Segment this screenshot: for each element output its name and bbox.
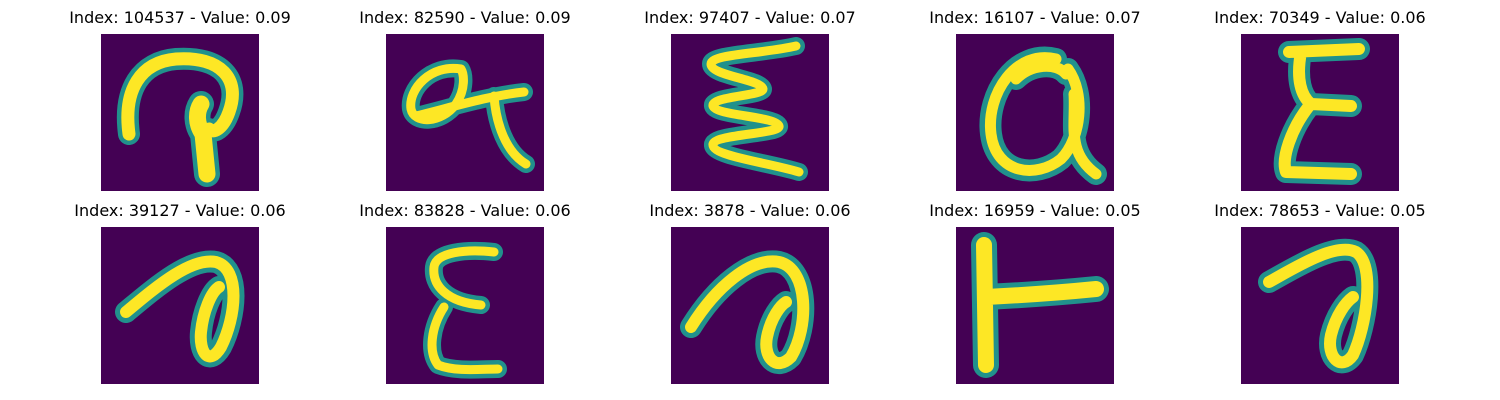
panel-title: Index: 104537 - Value: 0.09 xyxy=(69,8,291,27)
panel-6: Index: 39127 - Value: 0.06 xyxy=(35,201,325,391)
panel-title: Index: 16107 - Value: 0.07 xyxy=(929,8,1141,27)
panel-title: Index: 78653 - Value: 0.05 xyxy=(1214,201,1426,220)
handwritten-glyph-image xyxy=(101,34,259,191)
panel-title: Index: 39127 - Value: 0.06 xyxy=(74,201,286,220)
handwritten-glyph-image xyxy=(386,227,544,384)
panel-title: Index: 83828 - Value: 0.06 xyxy=(359,201,571,220)
panel-5: Index: 70349 - Value: 0.06 xyxy=(1175,8,1465,198)
handwritten-glyph-image xyxy=(1241,227,1399,384)
panel-10: Index: 78653 - Value: 0.05 xyxy=(1175,201,1465,391)
handwritten-glyph-image xyxy=(1241,34,1399,191)
panel-8: Index: 3878 - Value: 0.06 xyxy=(605,201,895,391)
panel-title: Index: 3878 - Value: 0.06 xyxy=(649,201,851,220)
handwritten-glyph-image xyxy=(956,227,1114,384)
panel-title: Index: 82590 - Value: 0.09 xyxy=(359,8,571,27)
panel-3: Index: 97407 - Value: 0.07 xyxy=(605,8,895,198)
handwritten-glyph-image xyxy=(101,227,259,384)
panel-title: Index: 70349 - Value: 0.06 xyxy=(1214,8,1426,27)
panel-title: Index: 97407 - Value: 0.07 xyxy=(644,8,856,27)
panel-title: Index: 16959 - Value: 0.05 xyxy=(929,201,1141,220)
panel-1: Index: 104537 - Value: 0.09 xyxy=(35,8,325,198)
panel-4: Index: 16107 - Value: 0.07 xyxy=(890,8,1180,198)
handwritten-glyph-image xyxy=(956,34,1114,191)
handwritten-glyph-image xyxy=(671,34,829,191)
panel-2: Index: 82590 - Value: 0.09 xyxy=(320,8,610,198)
panel-7: Index: 83828 - Value: 0.06 xyxy=(320,201,610,391)
handwritten-glyph-image xyxy=(386,34,544,191)
handwritten-glyph-image xyxy=(671,227,829,384)
panel-9: Index: 16959 - Value: 0.05 xyxy=(890,201,1180,391)
